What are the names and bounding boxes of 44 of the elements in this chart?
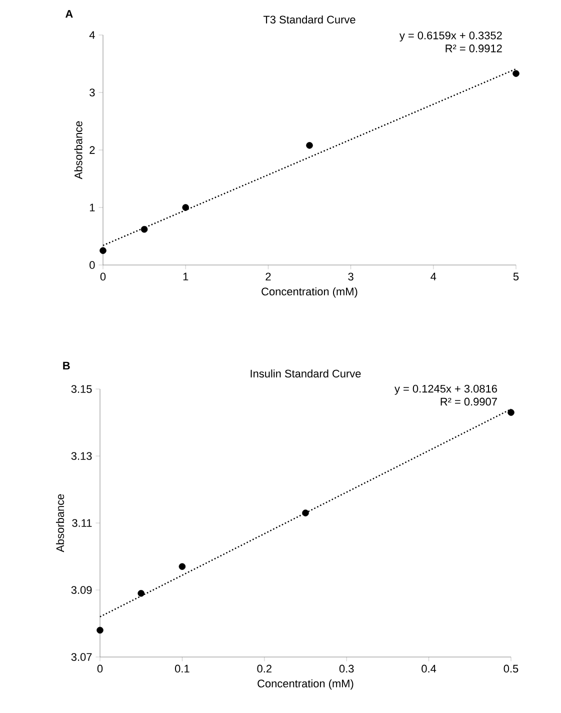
- x-tick-label: 0.1: [175, 664, 190, 673]
- point: [140, 226, 148, 233]
- x-tick-label: 0: [100, 272, 106, 281]
- y-tick-label: 4: [89, 31, 95, 39]
- point: [512, 70, 520, 77]
- x-tick-label: 1: [183, 272, 188, 280]
- point: [302, 510, 309, 516]
- chart-title: Insulin Standard Curve: [250, 369, 361, 378]
- x-tick-label: 0.5: [504, 664, 518, 673]
- point: [100, 247, 106, 254]
- y-tick-label: 3.15: [71, 385, 92, 393]
- x-tick-label: 0: [97, 664, 103, 673]
- y-tick-label: 1: [90, 204, 95, 212]
- annotation: y = 0.6159x + 0.3352: [399, 32, 502, 42]
- text: B: [63, 362, 70, 370]
- point: [178, 563, 186, 570]
- point: [182, 204, 189, 211]
- x-tick-label: 0.4: [422, 664, 436, 673]
- text: A: [65, 10, 73, 18]
- x-tick-label: 0.2: [257, 664, 272, 673]
- point: [138, 590, 144, 597]
- annotation: R² = 0.9912: [446, 44, 502, 52]
- annotation: y = 0.1245x + 3.0816: [394, 384, 497, 395]
- y-tick-label: 3.09: [71, 586, 92, 594]
- x-tick-label: 5: [513, 272, 519, 280]
- point: [508, 409, 514, 416]
- x-axis-title: Concentration (mM): [262, 287, 358, 298]
- y-tick-label: 3.11: [72, 519, 92, 527]
- x-axis-title: Concentration (mM): [258, 679, 354, 690]
- y-tick-label: 2: [90, 146, 95, 154]
- y-tick-label: 3.13: [71, 452, 92, 460]
- annotation: R² = 0.9907: [440, 398, 497, 406]
- x-tick-label: 2: [266, 272, 271, 280]
- y-tick-label: 0: [90, 261, 95, 269]
- y-tick-label: 3.07: [71, 653, 92, 661]
- point: [306, 142, 313, 149]
- chart-title: T3 Standard Curve: [263, 15, 356, 24]
- x-tick-label: 4: [430, 272, 436, 280]
- x-tick-label: 3: [348, 272, 354, 281]
- y-tick-label: 3: [90, 88, 95, 96]
- point: [96, 626, 104, 634]
- x-tick-label: 0.3: [339, 664, 354, 673]
- y-axis-title: Absorbance: [56, 494, 64, 552]
- y-axis-title: Absorbance: [74, 121, 82, 180]
